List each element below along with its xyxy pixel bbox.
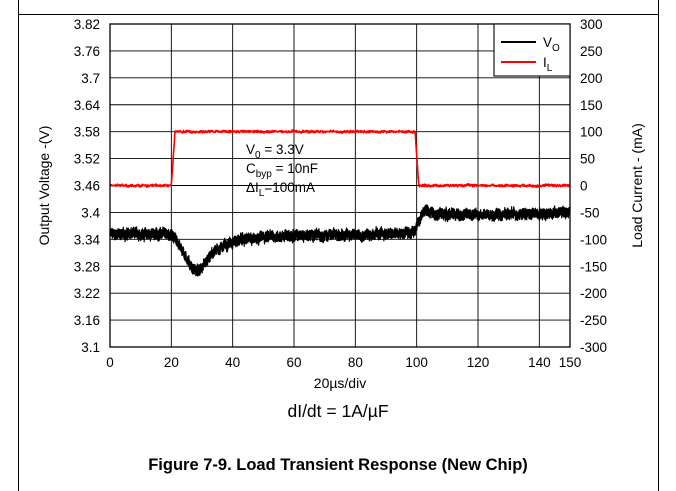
x-tick-label: 60 <box>286 355 301 370</box>
y-right-tick-label: 250 <box>580 44 603 59</box>
y-left-tick-label: 3.28 <box>74 259 100 274</box>
legend-box <box>493 23 571 77</box>
figure-frame <box>18 0 659 491</box>
y-left-tick-label: 3.4 <box>81 205 100 220</box>
series-line-IL <box>109 129 571 189</box>
y-left-tick-label: 3.46 <box>74 179 100 194</box>
y-left-tick-label: 3.7 <box>81 71 100 86</box>
annotation-line: Cbyp = 10nF <box>246 161 318 180</box>
legend-label-IL: IL <box>543 55 553 74</box>
figure-frame-top-rule <box>18 14 658 15</box>
plot-area-border <box>109 23 571 348</box>
y-left-tick-label: 3.76 <box>74 44 100 59</box>
y-right-tick-label: -50 <box>580 205 600 220</box>
x-tick-label: 140 <box>528 355 551 370</box>
y-right-tick-label: 50 <box>580 152 595 167</box>
y-left-tick-label: 3.52 <box>74 152 100 167</box>
x-tick-label: 20 <box>164 355 179 370</box>
rate-note: dI/dt = 1A/µF <box>287 401 389 421</box>
y-right-tick-label: -150 <box>580 259 607 274</box>
y-axis-right-title: Load Current - (mA) <box>629 123 645 247</box>
x-tick-label: 150 <box>559 355 582 370</box>
y-left-tick-label: 3.64 <box>74 98 101 113</box>
y-right-tick-label: -300 <box>580 340 607 355</box>
x-axis-title: 20µs/div <box>314 375 366 391</box>
y-right-tick-label: -100 <box>580 232 607 247</box>
figure-caption: Figure 7-9. Load Transient Response (New… <box>148 456 528 474</box>
y-left-tick-label: 3.58 <box>74 125 100 140</box>
y-right-tick-label: 200 <box>580 71 603 86</box>
y-left-tick-label: 3.22 <box>74 286 100 301</box>
y-right-tick-label: -250 <box>580 313 607 328</box>
y-left-tick-label: 3.1 <box>81 340 100 355</box>
x-tick-label: 40 <box>225 355 240 370</box>
legend-label-VO: VO <box>543 35 560 54</box>
y-right-tick-label: -200 <box>580 286 607 301</box>
x-tick-label: 80 <box>348 355 363 370</box>
y-right-tick-label: 100 <box>580 125 603 140</box>
y-axis-left-title: Output Voltage -(V) <box>36 126 52 246</box>
x-tick-label: 100 <box>405 355 428 370</box>
y-left-tick-label: 3.82 <box>74 17 100 32</box>
series-line-VO <box>109 204 571 277</box>
y-left-tick-label: 3.34 <box>74 232 101 247</box>
y-right-tick-label: 0 <box>580 179 588 194</box>
y-left-tick-label: 3.16 <box>74 313 100 328</box>
y-right-tick-label: 300 <box>580 17 603 32</box>
x-tick-label: 120 <box>467 355 490 370</box>
x-tick-label: 0 <box>106 355 114 370</box>
annotation-line: V0 = 3.3V <box>246 142 304 161</box>
y-right-tick-label: 150 <box>580 98 603 113</box>
annotation-line: ΔIL=100mA <box>246 180 315 199</box>
